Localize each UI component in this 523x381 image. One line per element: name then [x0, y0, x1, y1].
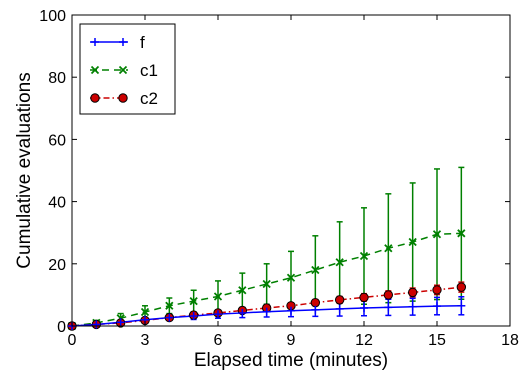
data-point-c1 — [384, 244, 393, 253]
errorbars-layer — [69, 166, 465, 327]
legend-marker — [118, 65, 128, 75]
data-point-c1 — [165, 301, 174, 310]
x-tick-label: 15 — [428, 332, 446, 349]
legend-label: f — [140, 33, 145, 52]
data-point-c2 — [359, 292, 369, 303]
data-point-f — [214, 310, 222, 319]
data-point-c2 — [383, 290, 394, 300]
data-point-f — [262, 307, 271, 316]
data-point-c2 — [407, 287, 418, 298]
data-point-f — [335, 304, 344, 313]
data-point-c1 — [238, 286, 247, 295]
data-point-c2 — [456, 282, 467, 292]
series-line-c2 — [71, 286, 462, 327]
x-tick-label: 0 — [68, 332, 77, 349]
legend-entry-f: f — [90, 33, 145, 52]
data-point-c1 — [408, 237, 417, 247]
data-point-f — [116, 318, 125, 327]
y-tick-label: 0 — [57, 319, 66, 336]
data-point-c2 — [432, 285, 442, 295]
data-point-c1 — [359, 251, 369, 261]
data-point-f — [189, 312, 198, 321]
legend: f c1 c2 — [79, 23, 176, 115]
legend-marker — [90, 93, 100, 103]
x-axis-label: Elapsed time (minutes) — [194, 350, 388, 371]
data-point-f — [92, 320, 101, 329]
x-tick-label: 6 — [214, 332, 223, 349]
data-point-c2 — [334, 295, 345, 305]
legend-entry-c2: c2 — [90, 89, 158, 108]
series-line-c1 — [71, 232, 462, 327]
legend-marker — [91, 38, 99, 46]
legend-marker — [90, 65, 100, 75]
data-point-f — [360, 303, 368, 312]
y-axis-label: Cumulative evaluations — [14, 72, 35, 268]
data-point-f — [311, 305, 320, 314]
data-point-f — [457, 301, 466, 310]
data-point-c1 — [457, 229, 466, 238]
x-tick-label: 12 — [355, 332, 373, 349]
x-tick-label: 9 — [287, 332, 296, 349]
data-point-f — [433, 302, 441, 311]
data-point-f — [165, 313, 174, 322]
y-tick-label: 60 — [48, 132, 66, 149]
data-point-f — [408, 302, 417, 311]
data-point-c1 — [311, 265, 320, 275]
legend-marker — [119, 38, 127, 46]
data-point-f — [238, 308, 247, 317]
data-point-f — [384, 303, 393, 312]
data-point-c1 — [262, 279, 271, 289]
data-point-f — [287, 306, 295, 315]
legend-marker — [118, 93, 128, 103]
legend-entry-c1: c1 — [90, 61, 158, 80]
y-tick-label: 100 — [39, 8, 66, 25]
x-tick-label: 3 — [141, 332, 150, 349]
data-point-c1 — [213, 292, 223, 301]
ticks-layer: 0 3 6 9 12 15 18 0 20 40 60 80 100 — [39, 8, 519, 349]
legend-label: c2 — [140, 89, 158, 108]
x-tick-label: 18 — [501, 332, 519, 349]
y-tick-label: 20 — [48, 257, 66, 274]
y-tick-label: 40 — [48, 195, 66, 212]
data-point-c1 — [140, 307, 150, 317]
data-point-c1 — [286, 273, 296, 282]
y-tick-label: 80 — [48, 70, 66, 87]
data-point-c1 — [189, 296, 198, 306]
legend-label: c1 — [140, 61, 158, 80]
markers-layer — [67, 229, 467, 331]
data-point-c1 — [335, 258, 344, 267]
data-point-c1 — [432, 230, 442, 239]
data-point-c2 — [310, 297, 321, 308]
